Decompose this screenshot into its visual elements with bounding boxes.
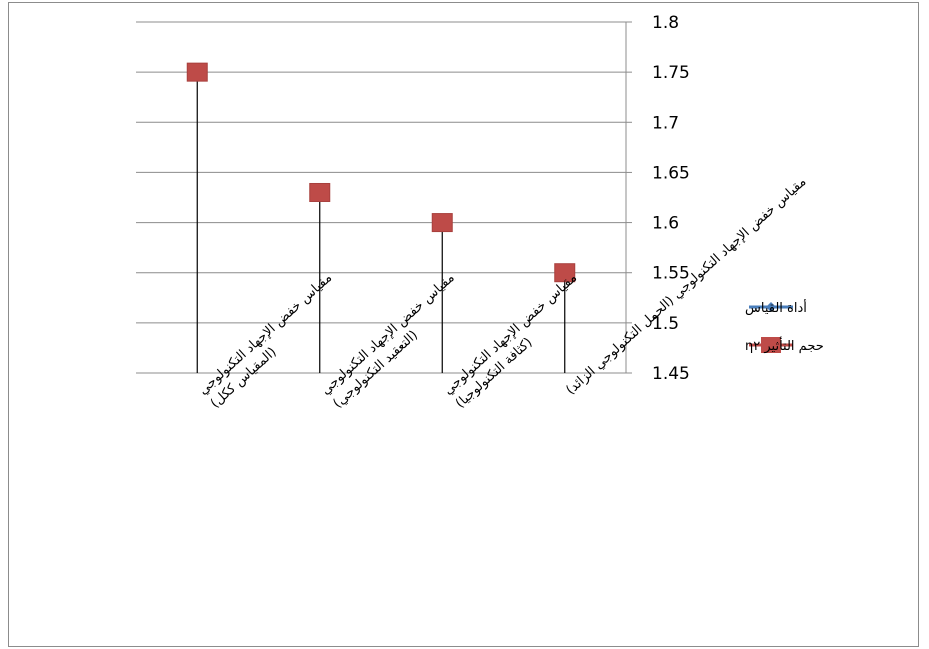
- legend-label-2: حجم التأثير η٢: [745, 336, 824, 354]
- y-tick-label: 1.55: [652, 264, 690, 284]
- category-labels: مقياس خفض الإجهاد التكنولوجي(المقياس ككل…: [196, 174, 809, 411]
- y-tick-label: 1.45: [652, 364, 690, 384]
- y-axis-ticks: 1.8 1.75 1.7 1.65 1.6 1.55 1.5 1.45: [626, 13, 690, 384]
- legend: أداة القياس حجم التأثير η٢: [745, 299, 824, 354]
- chart-frame: 1.8 1.75 1.7 1.65 1.6 1.55 1.5 1.45 مقياس خفض ا…: [8, 2, 919, 647]
- legend-marker-square: [761, 337, 781, 353]
- legend-label-1: أداة القياس: [745, 299, 807, 316]
- y-tick-label: 1.65: [652, 163, 690, 183]
- drop-lines: [196, 72, 566, 373]
- y-tick-label: 1.7: [652, 113, 679, 133]
- category-label-line: مقياس خفض الإجهاد التكنولوجي: [441, 270, 580, 398]
- y-tick-label: 1.8: [652, 13, 679, 33]
- chart-svg: 1.8 1.75 1.7 1.65 1.6 1.55 1.5 1.45 مقياس خفض ا…: [136, 13, 824, 411]
- data-markers: [186, 62, 576, 283]
- category-label-line: مقياس خفض الإجهاد التكنولوجي: [196, 270, 335, 398]
- category-label-line: مقياس خفض الإجهاد التكنولوجي: [318, 270, 457, 398]
- data-point-square: [186, 62, 208, 82]
- grid-layer: [136, 21, 626, 374]
- y-tick-label: 1.75: [652, 63, 690, 83]
- data-point-square: [554, 263, 576, 283]
- y-tick-label: 1.5: [652, 314, 679, 334]
- y-tick-label: 1.6: [652, 214, 679, 234]
- data-point-square: [309, 182, 331, 202]
- legend-marker-diamond: [766, 302, 776, 312]
- data-point-square: [431, 213, 453, 233]
